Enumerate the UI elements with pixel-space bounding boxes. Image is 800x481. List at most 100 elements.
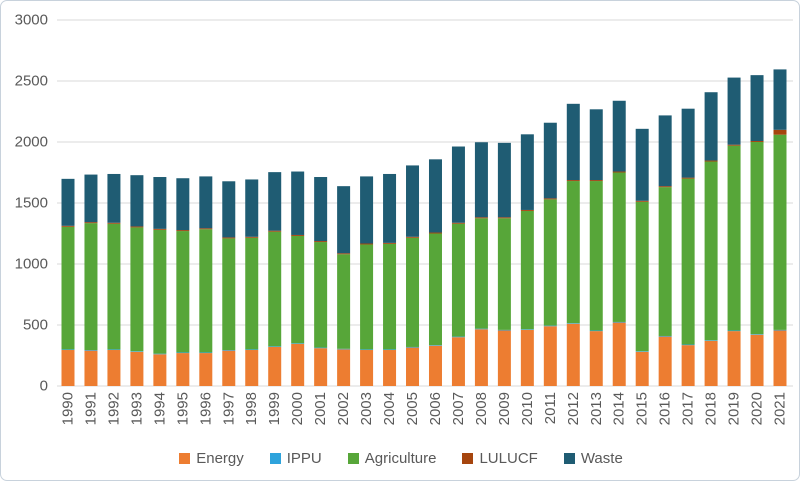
bar-1997-ippu (222, 350, 236, 351)
x-axis-label: 2003 (358, 392, 375, 425)
bar-2000-ippu (291, 343, 305, 344)
x-axis-label: 1991 (82, 392, 99, 425)
bar-2010-ippu (520, 329, 534, 330)
x-axis-label: 2019 (726, 392, 743, 425)
bar-2016-agriculture (658, 187, 672, 336)
bar-2021-waste (773, 69, 787, 130)
bar-2021-ippu (773, 329, 787, 331)
legend-item-lulucf: LULUCF (462, 451, 538, 466)
bar-2003-agriculture (360, 244, 374, 350)
bar-2004-waste (383, 173, 397, 243)
bar-2019-waste (727, 77, 741, 145)
legend-item-ippu: IPPU (269, 451, 322, 466)
bar-2000-lulucf (291, 234, 305, 236)
x-axis-label: 2005 (404, 392, 421, 425)
bar-2014-waste (612, 100, 626, 172)
bar-2010-lulucf (520, 209, 534, 211)
bar-2016-waste (658, 115, 672, 187)
bar-1998-agriculture (245, 237, 259, 350)
bar-2010-agriculture (520, 210, 534, 330)
bar-2000-energy (291, 343, 305, 386)
bar-1995-ippu (176, 352, 190, 354)
bar-1991-lulucf (84, 222, 98, 224)
x-axis-label: 1995 (174, 392, 191, 425)
legend-item-energy: Energy (179, 451, 244, 466)
x-axis-label: 2002 (335, 392, 352, 425)
x-axis-label: 1993 (128, 392, 145, 425)
bar-2021-agriculture (773, 134, 787, 330)
x-axis-label: 2008 (473, 392, 490, 425)
bar-2009-agriculture (497, 218, 511, 330)
x-axis-label: 1998 (243, 392, 260, 425)
y-tick-label: 0 (40, 378, 48, 395)
legend-item-waste: Waste (563, 449, 623, 467)
bar-2003-energy (360, 350, 374, 386)
bar-2021-lulucf (773, 129, 787, 135)
x-axis-label: 1994 (151, 392, 168, 425)
bar-2014-ippu (612, 321, 626, 323)
y-tick-label: 1500 (15, 195, 48, 212)
bar-1997-lulucf (222, 237, 236, 239)
bar-2011-energy (543, 326, 557, 386)
bar-1997-agriculture (222, 238, 236, 351)
bar-2003-ippu (360, 349, 374, 351)
bar-1996-ippu (199, 352, 213, 354)
bar-2002-agriculture (337, 254, 351, 349)
x-axis-label: 2004 (381, 392, 398, 425)
bar-2015-lulucf (635, 200, 649, 202)
bar-1998-lulucf (245, 236, 259, 238)
x-axis-label: 2009 (496, 392, 513, 425)
bar-2010-waste (520, 134, 534, 210)
bar-2015-ippu (635, 351, 649, 352)
bar-2015-agriculture (635, 201, 649, 352)
bar-2011-lulucf (543, 198, 557, 200)
bar-2009-energy (497, 330, 511, 386)
x-axis-label: 2000 (289, 392, 306, 425)
bar-1991-energy (84, 350, 98, 386)
bar-2005-energy (406, 347, 420, 386)
legend-swatch-icon (179, 452, 191, 464)
bar-1996-lulucf (199, 228, 213, 230)
bar-2002-waste (337, 186, 351, 254)
bar-1990-agriculture (61, 226, 75, 350)
bar-2003-lulucf (360, 243, 374, 245)
x-axis-label: 2014 (611, 392, 628, 425)
chart-legend: Energy IPPU Agriculture LULUCF Waste (1, 445, 799, 471)
x-axis-label: 2011 (542, 392, 559, 424)
bar-1996-agriculture (199, 229, 213, 353)
bar-1990-waste (61, 178, 75, 226)
x-axis-label: 2012 (565, 392, 582, 425)
x-axis-label: 1997 (220, 392, 237, 425)
bar-1996-energy (199, 353, 213, 386)
bar-2003-waste (360, 176, 374, 244)
legend-swatch-icon (347, 452, 359, 464)
bar-2012-agriculture (566, 181, 580, 324)
bar-2011-ippu (543, 325, 557, 327)
x-axis-label: 2017 (680, 392, 697, 425)
bar-2006-waste (428, 159, 442, 233)
legend-label: Agriculture (364, 449, 437, 467)
bar-1993-ippu (130, 351, 144, 352)
bar-2007-agriculture (451, 223, 465, 337)
bar-2014-lulucf (612, 171, 626, 173)
bar-1992-agriculture (107, 223, 121, 350)
bar-1992-ippu (107, 349, 121, 351)
bar-2014-energy (612, 322, 626, 386)
bar-1998-energy (245, 350, 259, 386)
bar-2008-agriculture (474, 218, 488, 329)
bar-2001-lulucf (314, 241, 328, 243)
x-axis-label: 2016 (657, 392, 674, 425)
bar-2008-lulucf (474, 217, 488, 219)
bar-2016-energy (658, 336, 672, 386)
bar-2011-agriculture (543, 199, 557, 326)
bar-2001-waste (314, 177, 328, 242)
bar-2002-ippu (337, 348, 351, 350)
bar-2019-lulucf (727, 144, 741, 146)
x-axis-label: 2001 (312, 392, 329, 425)
legend-label: Waste (580, 449, 623, 467)
legend-swatch-icon (462, 452, 474, 464)
bar-1995-waste (176, 178, 190, 231)
bar-2019-ippu (727, 330, 741, 332)
bar-1998-ippu (245, 349, 259, 351)
bar-2020-waste (750, 75, 764, 142)
